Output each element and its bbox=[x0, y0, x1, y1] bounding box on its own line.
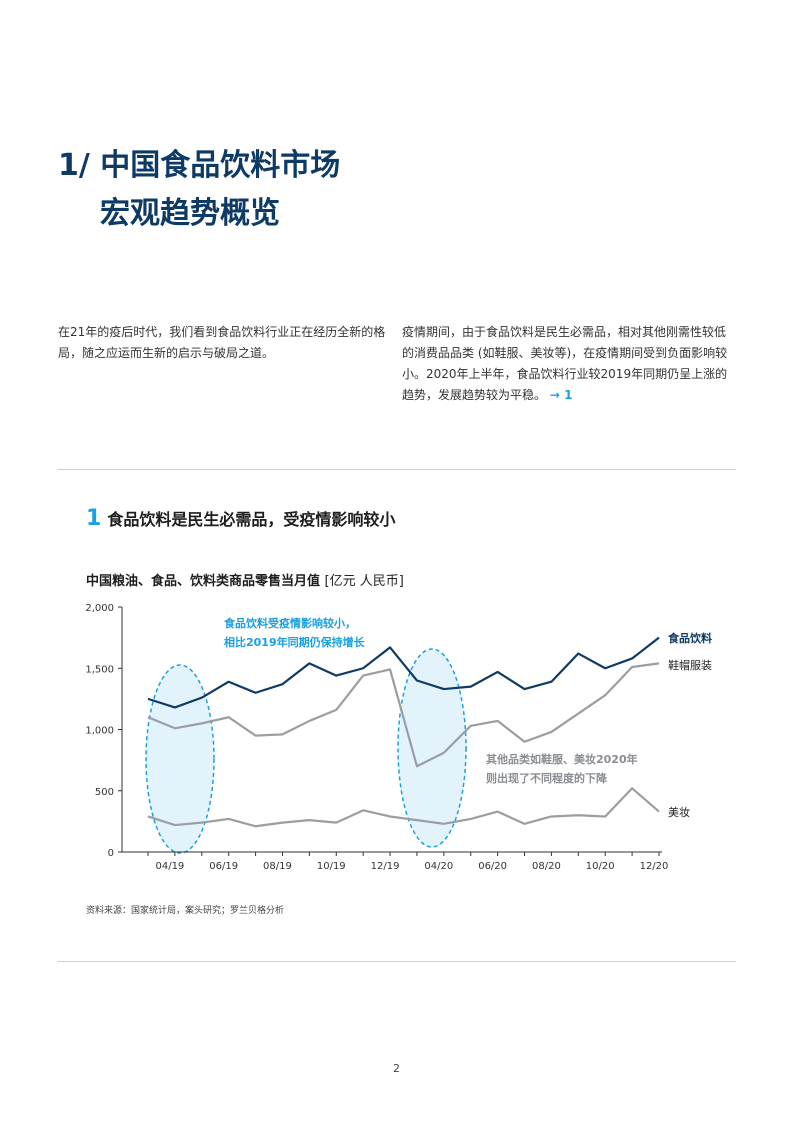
chart-unit: [亿元 人民币] bbox=[324, 574, 404, 589]
section-title: 食品饮料是民生必需品，受疫情影响较小 bbox=[107, 510, 396, 529]
x-tick-label: 10/19 bbox=[317, 861, 346, 872]
chart-title: 中国粮油、食品、饮料类商品零售当月值 [亿元 人民币] bbox=[86, 570, 404, 589]
series-label-apparel: 鞋帽服装 bbox=[668, 658, 712, 672]
annotation-food-line2: 相比2019年同期仍保持增长 bbox=[224, 635, 366, 649]
intro-left-paragraph: 在21年的疫后时代，我们看到食品饮料行业正在经历全新的格局，随之应运而生新的启示… bbox=[58, 325, 386, 360]
highlight-ellipse-2019 bbox=[145, 664, 215, 854]
chart-title-text: 中国粮油、食品、饮料类商品零售当月值 bbox=[86, 574, 321, 589]
intro-right-text: 疫情期间，由于食品饮料是民生必需品，相对其他刚需性较低的消费品品类 (如鞋服、美… bbox=[402, 325, 728, 402]
y-tick-label: 1,000 bbox=[85, 726, 114, 737]
x-tick-label: 08/19 bbox=[263, 861, 292, 872]
title-line-1: 1/ 中国食品饮料市场 bbox=[58, 148, 341, 183]
divider-bottom bbox=[58, 961, 736, 962]
x-tick-label: 06/20 bbox=[478, 861, 507, 872]
series-line-food bbox=[147, 636, 660, 709]
highlight-ellipse-2020 bbox=[397, 648, 467, 848]
y-tick-label: 500 bbox=[95, 787, 114, 798]
line-chart: 0 500 1,000 1,500 2,000 04/19 06/19 08/19 10/19 1… bbox=[85, 603, 712, 872]
x-tick-label: 04/19 bbox=[155, 861, 184, 872]
series-line-apparel bbox=[147, 662, 660, 768]
x-tick-label: 06/19 bbox=[209, 861, 238, 872]
x-tick-label: 08/20 bbox=[532, 861, 561, 872]
series-label-food: 食品饮料 bbox=[668, 631, 712, 645]
series-label-cosmetics: 美妆 bbox=[668, 806, 690, 819]
intro-right-paragraph: 疫情期间，由于食品饮料是民生必需品，相对其他刚需性较低的消费品品类 (如鞋服、美… bbox=[402, 322, 735, 406]
x-tick-label: 04/20 bbox=[424, 861, 453, 872]
y-tick-label: 1,500 bbox=[85, 664, 114, 675]
annotation-food-line1: 食品饮料受疫情影响较小， bbox=[224, 616, 356, 630]
page-title: 1/ 中国食品饮料市场 宏观趋势概览 bbox=[58, 142, 340, 238]
section-heading: 1 食品饮料是民生必需品，受疫情影响较小 bbox=[86, 506, 395, 531]
source-note: 资料来源：国家统计局，案头研究；罗兰贝格分析 bbox=[86, 906, 285, 916]
x-tick-label: 10/20 bbox=[586, 861, 615, 872]
figure-reference-link[interactable]: → 1 bbox=[549, 388, 573, 402]
divider-top bbox=[58, 469, 736, 470]
x-tick-label: 12/20 bbox=[640, 861, 669, 872]
section-number: 1 bbox=[86, 506, 102, 531]
page-number: 2 bbox=[393, 1062, 400, 1075]
y-tick-label: 2,000 bbox=[85, 603, 114, 614]
annotation-others-line2: 则出现了不同程度的下降 bbox=[486, 771, 608, 785]
series-line-cosmetics bbox=[147, 787, 660, 828]
title-line-2: 宏观趋势概览 bbox=[100, 196, 280, 231]
y-tick-label: 0 bbox=[108, 848, 114, 859]
annotation-others-line1: 其他品类如鞋服、美妆2020年 bbox=[486, 752, 638, 766]
x-tick-label: 12/19 bbox=[371, 861, 400, 872]
